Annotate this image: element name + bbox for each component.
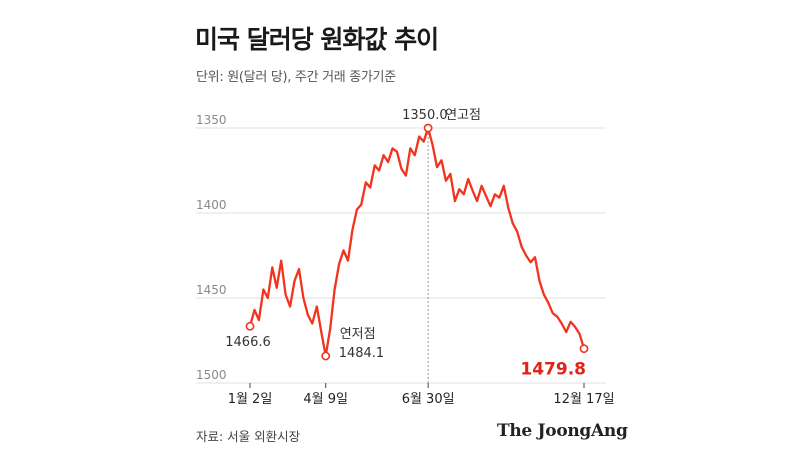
x-tick-label: 12월 17일	[553, 392, 614, 407]
series-line	[248, 126, 586, 358]
brand-logo: The JoongAng	[497, 421, 628, 441]
label-year-high-value: 1350.0	[402, 108, 448, 123]
point-marker	[579, 344, 589, 354]
x-tick-label: 4월 9일	[303, 392, 348, 407]
x-tick-label: 1월 2일	[228, 392, 273, 407]
point-marker	[321, 351, 331, 361]
label-year-low-value: 1484.1	[339, 346, 385, 361]
label-year-low: 연저점	[340, 327, 376, 342]
x-tick-label: 6월 30일	[402, 392, 455, 407]
source-note: 자료: 서울 외환시장	[196, 429, 301, 444]
chart-title: 미국 달러당 원화값 추이	[195, 25, 439, 54]
y-tick-label: 1500	[196, 368, 227, 382]
y-tick-label: 1400	[196, 198, 227, 212]
y-tick-label: 1450	[196, 283, 227, 297]
label-end-value: 1479.8	[520, 360, 586, 380]
point-marker	[245, 321, 255, 331]
label-year-high: 연고점	[445, 108, 481, 123]
label-start-value: 1466.6	[225, 335, 271, 350]
y-tick-label: 1350	[196, 113, 227, 127]
chart-subtitle: 단위: 원(달러 당), 주간 거래 종가기준	[196, 70, 396, 85]
point-marker	[423, 123, 433, 133]
